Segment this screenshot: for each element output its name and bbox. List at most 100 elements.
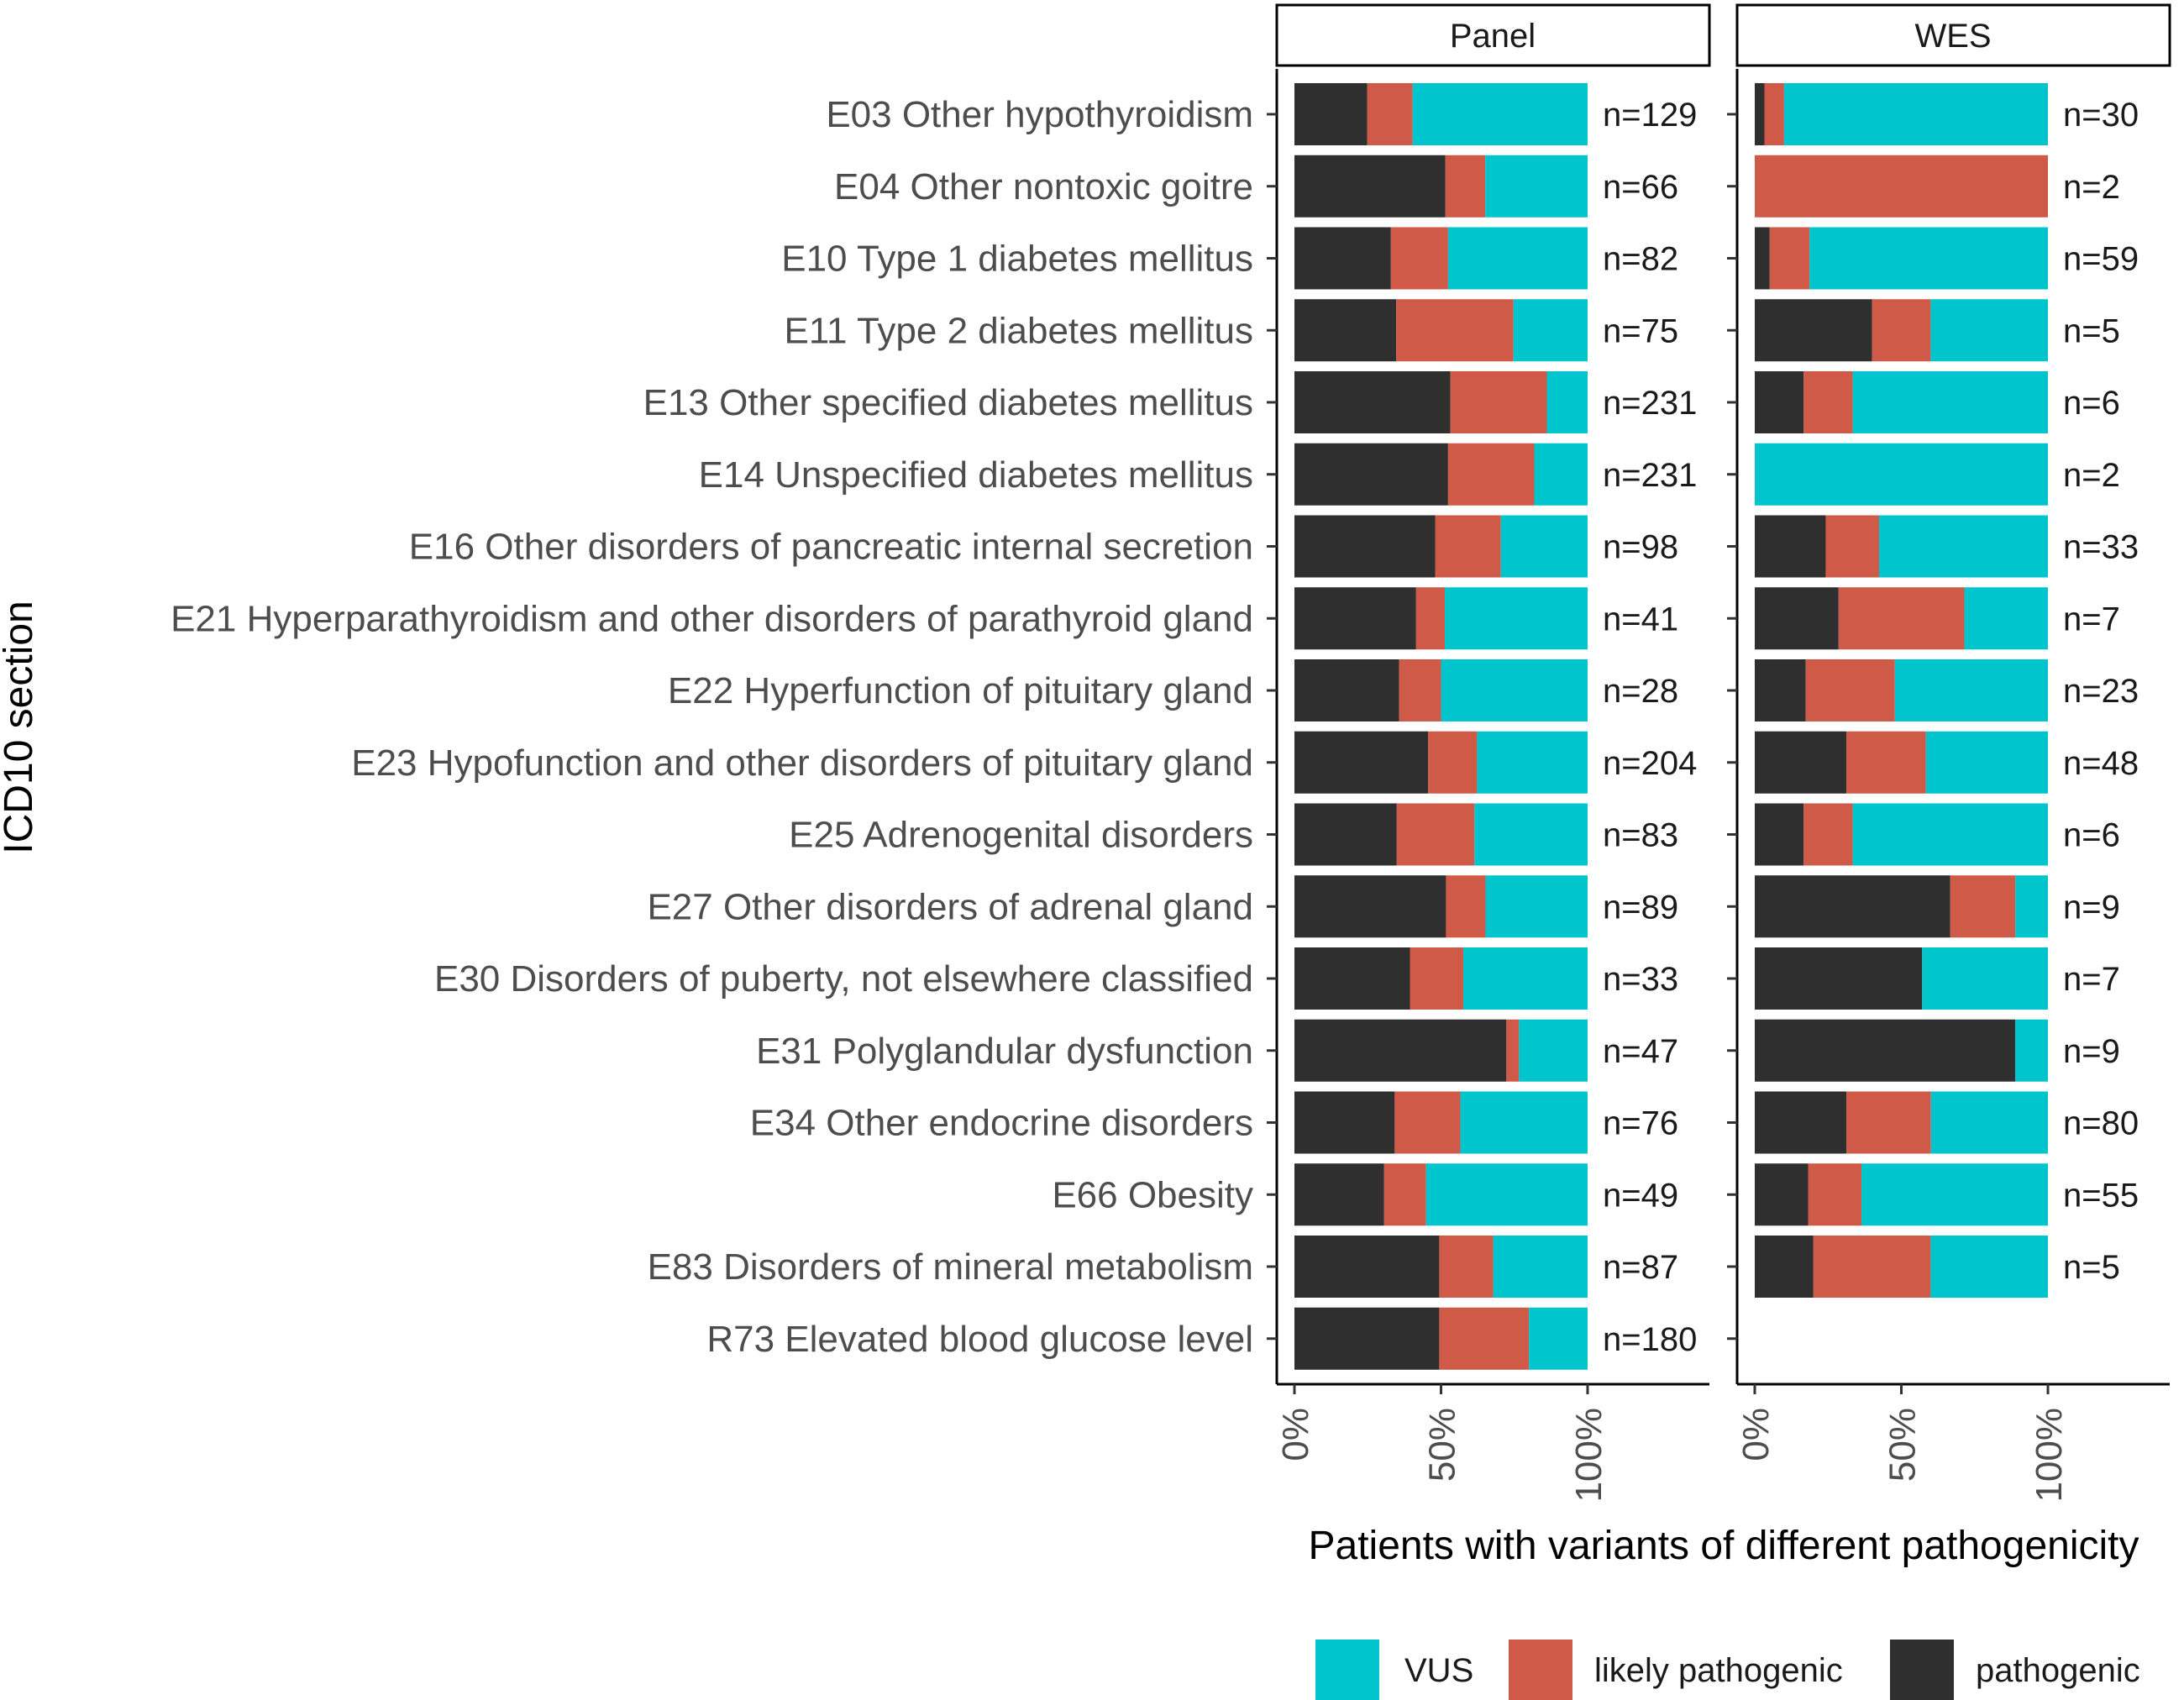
n-label: n=2 — [2063, 169, 2120, 206]
category-label: E14 Unspecified diabetes mellitus — [699, 454, 1253, 496]
n-label: n=66 — [1603, 169, 1678, 206]
bar-segment-likely-pathogenic — [1447, 443, 1535, 506]
x-tick-label: 100% — [2029, 1408, 2070, 1503]
bar-segment-vus — [1783, 83, 2048, 145]
bar-segment-pathogenic — [1294, 1307, 1440, 1370]
bar-segment-pathogenic — [1755, 947, 1923, 1010]
bar-segment-likely-pathogenic — [1450, 371, 1547, 433]
bar-segment-likely-pathogenic — [1755, 155, 2048, 218]
n-label: n=28 — [1603, 673, 1678, 710]
bar-segment-vus — [1463, 947, 1588, 1010]
n-label: n=89 — [1603, 889, 1678, 926]
bar-segment-pathogenic — [1755, 1019, 2016, 1082]
category-label: E10 Type 1 diabetes mellitus — [781, 239, 1253, 280]
bar-segment-pathogenic — [1755, 299, 1872, 362]
legend-label-vus: VUS — [1404, 1652, 1473, 1689]
bar-segment-pathogenic — [1294, 1019, 1507, 1082]
bar-segment-pathogenic — [1755, 803, 1804, 866]
bar-segment-likely-pathogenic — [1428, 731, 1478, 794]
bar-segment-likely-pathogenic — [1838, 587, 1965, 650]
n-label: n=231 — [1603, 457, 1697, 494]
bar-segment-likely-pathogenic — [1396, 803, 1475, 866]
n-labels: n=129 n=66 n=82 n=75 n=231 n=231 n=98 n=41 n=28 n… — [1603, 97, 2139, 1358]
bar-segment-pathogenic — [1294, 83, 1368, 145]
bar-segment-vus — [1485, 875, 1588, 938]
facet-label-panel: Panel — [1450, 18, 1536, 55]
n-label: n=41 — [1603, 601, 1678, 638]
bar-segment-likely-pathogenic — [1846, 731, 1926, 794]
bar-segment-pathogenic — [1755, 371, 1804, 433]
bar-segment-vus — [1852, 803, 2048, 866]
n-label: n=5 — [2063, 1249, 2120, 1286]
bar-segment-vus — [1513, 299, 1588, 362]
bar-segment-vus — [1425, 1163, 1588, 1226]
legend-label-likely-pathogenic: likely pathogenic — [1594, 1652, 1843, 1689]
bar-segment-likely-pathogenic — [1439, 1307, 1530, 1370]
n-label: n=23 — [2063, 673, 2139, 710]
category-label: E22 Hyperfunction of pituitary gland — [668, 670, 1253, 711]
x-tick-label: 0% — [1735, 1408, 1777, 1461]
legend-swatch-likely-pathogenic — [1509, 1640, 1572, 1700]
bar-segment-vus — [1534, 443, 1588, 506]
category-labels: E03 Other hypothyroidism E04 Other nontox… — [171, 94, 1253, 1360]
bar-segment-vus — [1445, 587, 1588, 650]
bar-segment-likely-pathogenic — [1439, 1236, 1494, 1298]
bar-segment-vus — [1460, 1091, 1588, 1154]
category-label: E27 Other disorders of adrenal gland — [647, 886, 1253, 927]
category-label: E30 Disorders of puberty, not elsewhere … — [434, 958, 1253, 1000]
bar-segment-likely-pathogenic — [1394, 1091, 1461, 1154]
n-label: n=6 — [2063, 385, 2120, 422]
bar-segment-vus — [1485, 155, 1588, 218]
category-label: E16 Other disorders of pancreatic intern… — [409, 527, 1253, 568]
bar-segment-vus — [1441, 659, 1588, 721]
bar-segment-likely-pathogenic — [1383, 1163, 1426, 1226]
facet-label-wes: WES — [1914, 18, 1991, 55]
bar-segment-pathogenic — [1294, 155, 1446, 218]
bar-segment-pathogenic — [1755, 227, 1770, 290]
n-label: n=98 — [1603, 529, 1678, 566]
legend: VUS likely pathogenic pathogenic — [1315, 1640, 2140, 1700]
bar-segment-vus — [1474, 803, 1588, 866]
bar-segment-likely-pathogenic — [1803, 371, 1853, 433]
n-label: n=5 — [2063, 312, 2120, 349]
bar-segment-pathogenic — [1294, 227, 1391, 290]
n-label: n=204 — [1603, 745, 1697, 782]
bar-segment-pathogenic — [1755, 659, 1806, 721]
bar-segment-vus — [1852, 371, 2048, 433]
bar-segment-pathogenic — [1755, 83, 1765, 145]
n-label: n=76 — [1603, 1105, 1678, 1142]
bar-segment-pathogenic — [1294, 731, 1429, 794]
bar-segment-pathogenic — [1294, 947, 1410, 1010]
category-label: E23 Hypofunction and other disorders of … — [351, 742, 1253, 784]
facet-strip-wes: WES — [1735, 3, 2171, 67]
bars — [1294, 83, 2048, 1370]
bar-segment-vus — [1477, 731, 1588, 794]
bar-segment-vus — [1519, 1019, 1588, 1082]
bar-segment-pathogenic — [1294, 659, 1399, 721]
bar-segment-pathogenic — [1294, 1236, 1440, 1298]
n-label: n=7 — [2063, 961, 2120, 998]
bar-segment-likely-pathogenic — [1399, 659, 1441, 721]
bar-segment-likely-pathogenic — [1808, 1163, 1862, 1226]
category-label: E66 Obesity — [1052, 1174, 1253, 1215]
bar-segment-likely-pathogenic — [1445, 155, 1486, 218]
bar-segment-vus — [1546, 371, 1588, 433]
bar-segment-likely-pathogenic — [1872, 299, 1931, 362]
bar-segment-vus — [1755, 443, 2048, 506]
legend-label-pathogenic: pathogenic — [1976, 1652, 2140, 1689]
bar-segment-vus — [1861, 1163, 2048, 1226]
n-label: n=9 — [2063, 889, 2120, 926]
n-label: n=7 — [2063, 601, 2120, 638]
x-tick-label: 50% — [1882, 1408, 1924, 1482]
n-label: n=49 — [1603, 1177, 1678, 1214]
n-label: n=82 — [1603, 241, 1678, 278]
bar-segment-pathogenic — [1294, 587, 1416, 650]
bar-segment-pathogenic — [1294, 443, 1448, 506]
bar-segment-vus — [1930, 299, 2048, 362]
bar-segment-pathogenic — [1755, 875, 1950, 938]
bar-segment-pathogenic — [1755, 1163, 1809, 1226]
bar-segment-pathogenic — [1294, 515, 1436, 578]
n-label: n=48 — [2063, 745, 2139, 782]
x-axis-title: Patients with variants of different path… — [1308, 1524, 2139, 1568]
bar-segment-likely-pathogenic — [1415, 587, 1446, 650]
